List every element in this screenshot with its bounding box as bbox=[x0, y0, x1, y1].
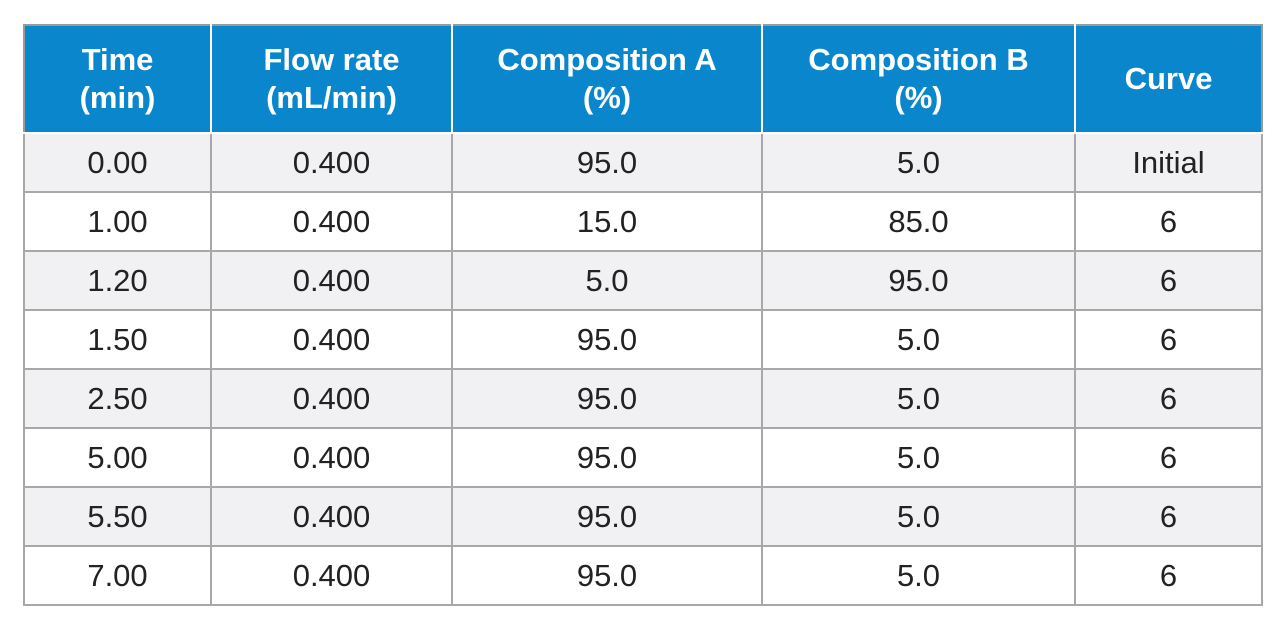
header-composition-a-line1: Composition A bbox=[497, 42, 717, 77]
table-row: 2.50 0.400 95.0 5.0 6 bbox=[23, 368, 1263, 429]
cell-flow-rate: 0.400 bbox=[210, 427, 453, 488]
table-row: 7.00 0.400 95.0 5.0 6 bbox=[23, 545, 1263, 606]
cell-flow-rate: 0.400 bbox=[210, 191, 453, 252]
header-composition-b-line1: Composition B bbox=[808, 42, 1029, 77]
header-row: Time (min) Flow rate (mL/min) Compositio… bbox=[23, 24, 1263, 134]
gradient-table: Time (min) Flow rate (mL/min) Compositio… bbox=[23, 24, 1263, 606]
cell-time: 7.00 bbox=[23, 545, 212, 606]
cell-flow-rate: 0.400 bbox=[210, 368, 453, 429]
cell-curve: 6 bbox=[1074, 427, 1263, 488]
cell-time: 1.50 bbox=[23, 309, 212, 370]
cell-composition-b: 5.0 bbox=[761, 309, 1076, 370]
table-row: 0.00 0.400 95.0 5.0 Initial bbox=[23, 132, 1263, 193]
header-curve-line1: Curve bbox=[1124, 61, 1213, 96]
table-body: 0.00 0.400 95.0 5.0 Initial 1.00 0.400 1… bbox=[23, 132, 1263, 606]
cell-composition-b: 5.0 bbox=[761, 486, 1076, 547]
table-header: Time (min) Flow rate (mL/min) Compositio… bbox=[23, 24, 1263, 134]
cell-flow-rate: 0.400 bbox=[210, 486, 453, 547]
table-row: 1.00 0.400 15.0 85.0 6 bbox=[23, 191, 1263, 252]
cell-curve: Initial bbox=[1074, 132, 1263, 193]
cell-flow-rate: 0.400 bbox=[210, 545, 453, 606]
header-time-line1: Time bbox=[81, 42, 154, 77]
header-flow-rate: Flow rate (mL/min) bbox=[210, 24, 453, 134]
cell-flow-rate: 0.400 bbox=[210, 132, 453, 193]
gradient-table-container: Time (min) Flow rate (mL/min) Compositio… bbox=[23, 24, 1263, 606]
cell-composition-b: 5.0 bbox=[761, 545, 1076, 606]
cell-composition-a: 95.0 bbox=[451, 486, 763, 547]
cell-flow-rate: 0.400 bbox=[210, 250, 453, 311]
cell-curve: 6 bbox=[1074, 250, 1263, 311]
cell-time: 1.00 bbox=[23, 191, 212, 252]
cell-curve: 6 bbox=[1074, 545, 1263, 606]
cell-time: 0.00 bbox=[23, 132, 212, 193]
cell-curve: 6 bbox=[1074, 309, 1263, 370]
cell-composition-a: 15.0 bbox=[451, 191, 763, 252]
cell-time: 2.50 bbox=[23, 368, 212, 429]
cell-composition-b: 5.0 bbox=[761, 132, 1076, 193]
table-row: 5.50 0.400 95.0 5.0 6 bbox=[23, 486, 1263, 547]
table-row: 1.50 0.400 95.0 5.0 6 bbox=[23, 309, 1263, 370]
header-time: Time (min) bbox=[23, 24, 212, 134]
cell-flow-rate: 0.400 bbox=[210, 309, 453, 370]
cell-time: 5.50 bbox=[23, 486, 212, 547]
header-composition-a: Composition A (%) bbox=[451, 24, 763, 134]
cell-time: 1.20 bbox=[23, 250, 212, 311]
header-composition-b-line2: (%) bbox=[894, 80, 943, 115]
table-row: 1.20 0.400 5.0 95.0 6 bbox=[23, 250, 1263, 311]
header-flow-rate-line2: (mL/min) bbox=[266, 80, 397, 115]
cell-composition-a: 95.0 bbox=[451, 309, 763, 370]
cell-composition-b: 5.0 bbox=[761, 427, 1076, 488]
header-composition-a-line2: (%) bbox=[582, 80, 632, 115]
cell-composition-a: 95.0 bbox=[451, 427, 763, 488]
cell-composition-a: 95.0 bbox=[451, 368, 763, 429]
cell-curve: 6 bbox=[1074, 486, 1263, 547]
cell-curve: 6 bbox=[1074, 191, 1263, 252]
cell-composition-a: 5.0 bbox=[451, 250, 763, 311]
cell-composition-b: 85.0 bbox=[761, 191, 1076, 252]
header-composition-b: Composition B (%) bbox=[761, 24, 1076, 134]
cell-composition-b: 5.0 bbox=[761, 368, 1076, 429]
table-row: 5.00 0.400 95.0 5.0 6 bbox=[23, 427, 1263, 488]
header-time-line2: (min) bbox=[79, 80, 156, 115]
cell-composition-a: 95.0 bbox=[451, 132, 763, 193]
cell-curve: 6 bbox=[1074, 368, 1263, 429]
header-flow-rate-line1: Flow rate bbox=[263, 42, 400, 77]
cell-composition-b: 95.0 bbox=[761, 250, 1076, 311]
cell-time: 5.00 bbox=[23, 427, 212, 488]
cell-composition-a: 95.0 bbox=[451, 545, 763, 606]
header-curve: Curve bbox=[1074, 24, 1263, 134]
